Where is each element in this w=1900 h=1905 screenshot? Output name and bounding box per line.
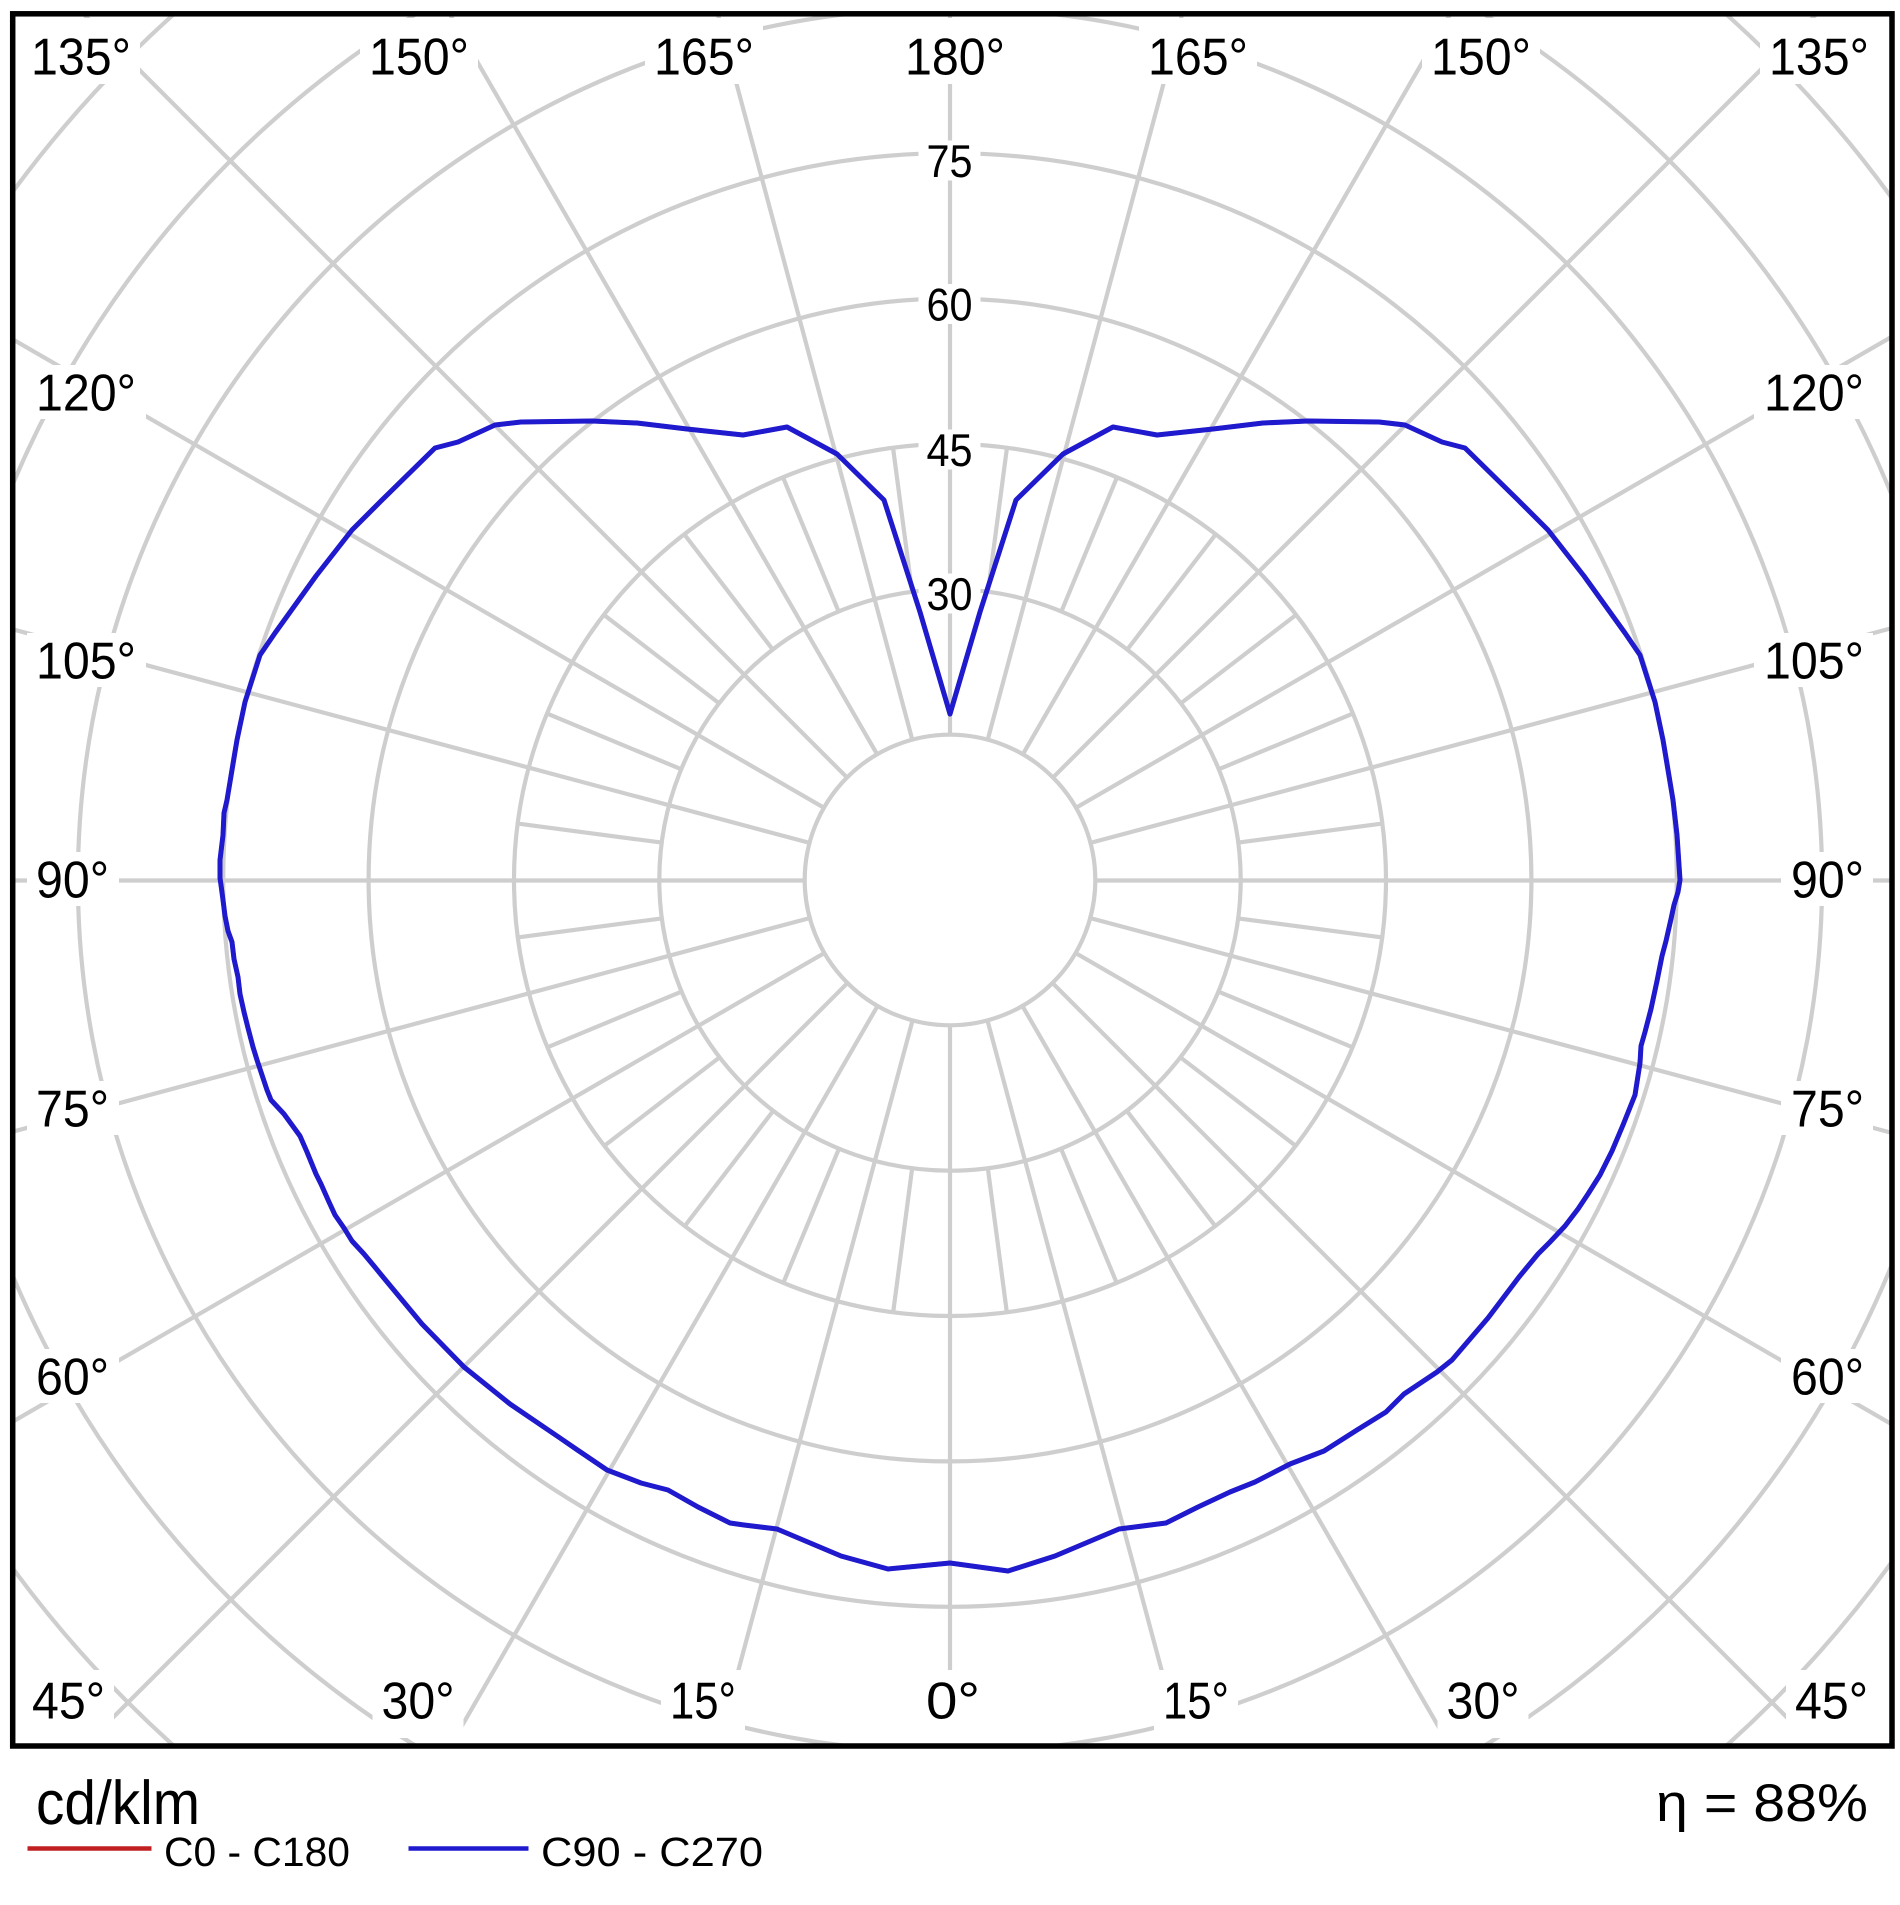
svg-text:135°: 135° — [31, 29, 131, 87]
svg-text:75°: 75° — [1791, 1081, 1864, 1139]
svg-text:105°: 105° — [36, 633, 136, 691]
svg-text:90°: 90° — [36, 852, 109, 910]
svg-text:15°: 15° — [670, 1673, 736, 1731]
svg-text:60°: 60° — [1791, 1349, 1864, 1407]
svg-text:90°: 90° — [1791, 852, 1864, 910]
svg-text:η = 88%: η = 88% — [1656, 1774, 1868, 1833]
svg-text:75°: 75° — [36, 1081, 109, 1139]
svg-text:120°: 120° — [1764, 365, 1864, 423]
svg-text:150°: 150° — [1431, 29, 1531, 87]
svg-text:C0 - C180: C0 - C180 — [164, 1829, 350, 1875]
svg-text:165°: 165° — [1148, 29, 1248, 87]
svg-text:15°: 15° — [1163, 1673, 1229, 1731]
svg-text:75: 75 — [927, 135, 973, 187]
svg-text:135°: 135° — [1769, 29, 1869, 87]
svg-text:120°: 120° — [36, 365, 136, 423]
svg-text:C90 - C270: C90 - C270 — [541, 1829, 763, 1875]
svg-text:165°: 165° — [654, 29, 754, 87]
svg-text:45: 45 — [927, 424, 973, 476]
svg-text:105°: 105° — [1764, 633, 1864, 691]
svg-text:cd/klm: cd/klm — [36, 1769, 200, 1838]
svg-text:30°: 30° — [1447, 1673, 1520, 1731]
svg-text:150°: 150° — [369, 29, 469, 87]
svg-text:30: 30 — [927, 568, 973, 620]
svg-text:180°: 180° — [905, 29, 1005, 87]
svg-text:30°: 30° — [382, 1673, 455, 1731]
svg-text:60°: 60° — [36, 1349, 109, 1407]
svg-text:45°: 45° — [32, 1673, 105, 1731]
svg-text:45°: 45° — [1795, 1673, 1868, 1731]
svg-text:0°: 0° — [926, 1673, 980, 1731]
svg-text:60: 60 — [927, 279, 973, 331]
